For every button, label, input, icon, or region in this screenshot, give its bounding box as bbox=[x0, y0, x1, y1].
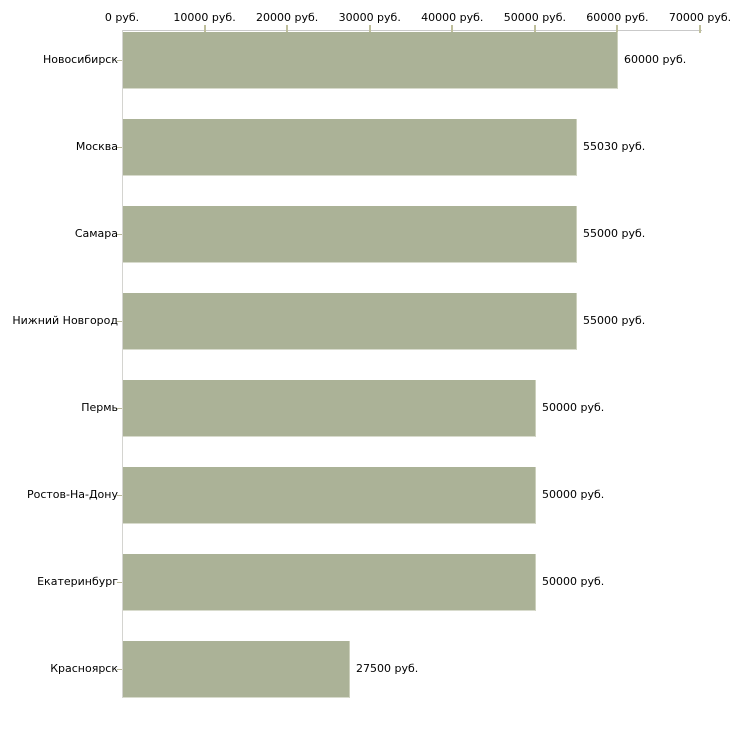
bar-4 bbox=[123, 293, 577, 350]
x-axis-line bbox=[122, 30, 702, 31]
category-label: Новосибирск bbox=[42, 53, 118, 66]
value-label: 55000 руб. bbox=[583, 314, 646, 327]
category-label: Красноярск bbox=[50, 662, 118, 675]
x-axis-tick-mark bbox=[533, 25, 536, 33]
x-axis-tick-label: 70000 руб. bbox=[668, 11, 730, 24]
value-label: 60000 руб. bbox=[624, 53, 687, 66]
x-axis-tick-label: 10000 руб. bbox=[173, 11, 236, 24]
x-axis-tick-label: 50000 руб. bbox=[503, 11, 566, 24]
y-axis-tick-mark bbox=[117, 234, 122, 235]
bar-3 bbox=[123, 206, 577, 263]
x-axis-tick-label: 30000 руб. bbox=[338, 11, 401, 24]
category-label: Екатеринбург bbox=[37, 575, 118, 588]
y-axis-tick-mark bbox=[117, 321, 122, 322]
y-axis-tick-mark bbox=[117, 60, 122, 61]
value-label: 50000 руб. bbox=[542, 575, 605, 588]
bar-8 bbox=[123, 641, 350, 698]
category-label: Нижний Новгород bbox=[12, 314, 118, 327]
x-axis-tick-label: 0 руб. bbox=[104, 11, 140, 24]
y-axis-line bbox=[122, 30, 123, 698]
bar-5 bbox=[123, 380, 536, 437]
x-axis-tick-mark bbox=[203, 25, 206, 33]
x-axis-tick-label: 60000 руб. bbox=[586, 11, 649, 24]
bar-6 bbox=[123, 467, 536, 524]
x-axis-tick-mark bbox=[616, 25, 619, 33]
value-label: 50000 руб. bbox=[542, 401, 605, 414]
x-axis-tick-label: 40000 руб. bbox=[421, 11, 484, 24]
value-label: 27500 руб. bbox=[356, 662, 419, 675]
value-label: 55030 руб. bbox=[583, 140, 646, 153]
x-axis-tick-mark bbox=[451, 25, 454, 33]
x-axis-tick-mark bbox=[286, 25, 289, 33]
x-axis-tick-mark bbox=[368, 25, 371, 33]
y-axis-tick-mark bbox=[117, 147, 122, 148]
category-label: Москва bbox=[75, 140, 118, 153]
category-label: Ростов-На-Дону bbox=[26, 488, 118, 501]
y-axis-tick-mark bbox=[117, 408, 122, 409]
bar-1 bbox=[123, 32, 618, 89]
y-axis-tick-mark bbox=[117, 495, 122, 496]
value-label: 50000 руб. bbox=[542, 488, 605, 501]
bar-7 bbox=[123, 554, 536, 611]
y-axis-tick-mark bbox=[117, 669, 122, 670]
x-axis-tick-mark bbox=[699, 25, 701, 33]
x-axis-tick-label: 20000 руб. bbox=[256, 11, 319, 24]
bar-2 bbox=[123, 119, 577, 176]
value-label: 55000 руб. bbox=[583, 227, 646, 240]
category-label: Самара bbox=[74, 227, 118, 240]
y-axis-tick-mark bbox=[117, 582, 122, 583]
category-label: Пермь bbox=[81, 401, 118, 414]
